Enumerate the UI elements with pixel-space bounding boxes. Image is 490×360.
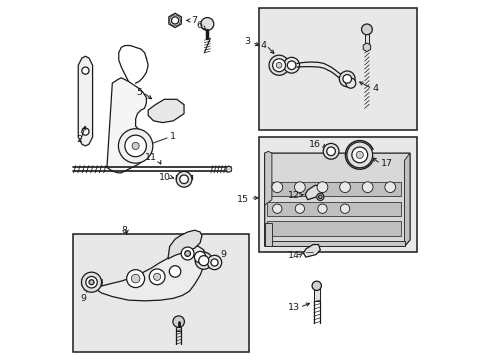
Circle shape <box>362 182 373 193</box>
Text: 8: 8 <box>122 226 128 235</box>
Circle shape <box>195 252 212 269</box>
Polygon shape <box>303 244 320 257</box>
Text: 11: 11 <box>145 153 157 162</box>
Circle shape <box>318 195 322 199</box>
Circle shape <box>385 182 395 193</box>
Text: 14: 14 <box>288 251 300 260</box>
Circle shape <box>272 59 286 72</box>
Circle shape <box>201 18 214 31</box>
Circle shape <box>172 17 179 24</box>
Polygon shape <box>96 246 205 301</box>
Text: 9: 9 <box>220 250 226 259</box>
Circle shape <box>195 251 206 263</box>
Circle shape <box>323 143 339 159</box>
Bar <box>314 287 319 301</box>
Text: 17: 17 <box>381 159 392 168</box>
Circle shape <box>317 182 328 193</box>
Circle shape <box>269 55 289 75</box>
Polygon shape <box>405 153 410 246</box>
Circle shape <box>226 166 232 172</box>
Circle shape <box>153 273 161 280</box>
Circle shape <box>317 193 324 201</box>
Circle shape <box>211 259 218 266</box>
Circle shape <box>149 269 165 285</box>
Circle shape <box>181 247 194 260</box>
Circle shape <box>327 147 335 156</box>
Text: 2: 2 <box>76 135 82 144</box>
Circle shape <box>295 204 304 213</box>
Polygon shape <box>363 43 370 51</box>
Circle shape <box>82 67 89 74</box>
Circle shape <box>173 316 184 327</box>
Polygon shape <box>148 99 184 123</box>
Text: 9: 9 <box>80 294 86 303</box>
Text: 7: 7 <box>191 16 197 25</box>
Polygon shape <box>305 185 324 200</box>
Circle shape <box>126 270 145 288</box>
Text: 13: 13 <box>288 303 300 312</box>
Circle shape <box>82 128 89 135</box>
Polygon shape <box>265 241 405 246</box>
Circle shape <box>132 142 139 149</box>
Text: 16: 16 <box>309 140 321 149</box>
Polygon shape <box>265 153 410 246</box>
Circle shape <box>81 272 101 292</box>
Circle shape <box>362 24 372 35</box>
Text: 3: 3 <box>244 37 250 46</box>
Bar <box>73 234 248 352</box>
Circle shape <box>176 171 192 187</box>
Polygon shape <box>78 56 93 146</box>
Circle shape <box>339 71 355 87</box>
Bar <box>259 8 417 130</box>
Bar <box>365 30 369 44</box>
Circle shape <box>89 280 94 285</box>
Text: 10: 10 <box>159 173 171 182</box>
Circle shape <box>356 151 364 158</box>
Circle shape <box>170 266 181 277</box>
Text: 1: 1 <box>170 132 176 141</box>
Circle shape <box>86 276 97 288</box>
Polygon shape <box>265 151 272 205</box>
Circle shape <box>284 57 299 73</box>
Bar <box>176 175 192 179</box>
Circle shape <box>346 78 356 88</box>
Circle shape <box>272 182 283 193</box>
Bar <box>176 327 181 331</box>
Bar <box>267 221 401 235</box>
Circle shape <box>318 204 327 213</box>
Polygon shape <box>265 223 272 246</box>
Text: 5: 5 <box>137 87 143 96</box>
Circle shape <box>272 204 282 213</box>
Text: 4: 4 <box>372 84 378 93</box>
Circle shape <box>119 129 153 163</box>
Text: 12: 12 <box>288 190 300 199</box>
Bar <box>81 279 101 285</box>
Circle shape <box>312 281 321 291</box>
Polygon shape <box>168 230 202 259</box>
Circle shape <box>340 182 350 193</box>
Text: 6: 6 <box>196 21 202 30</box>
Circle shape <box>131 274 140 283</box>
Circle shape <box>185 251 191 256</box>
Text: 4: 4 <box>261 41 267 50</box>
Circle shape <box>347 142 373 168</box>
Circle shape <box>294 182 305 193</box>
Polygon shape <box>81 74 90 128</box>
Circle shape <box>199 256 209 266</box>
Circle shape <box>180 175 188 184</box>
Bar <box>267 202 401 216</box>
Bar <box>267 182 401 196</box>
Circle shape <box>343 75 351 83</box>
Circle shape <box>287 61 296 69</box>
Circle shape <box>352 147 368 163</box>
Polygon shape <box>169 13 181 28</box>
Bar <box>259 137 417 252</box>
Circle shape <box>341 204 350 213</box>
Circle shape <box>125 135 147 157</box>
Circle shape <box>276 62 282 68</box>
Polygon shape <box>107 78 147 173</box>
Text: 15: 15 <box>237 194 249 203</box>
Circle shape <box>207 255 221 270</box>
